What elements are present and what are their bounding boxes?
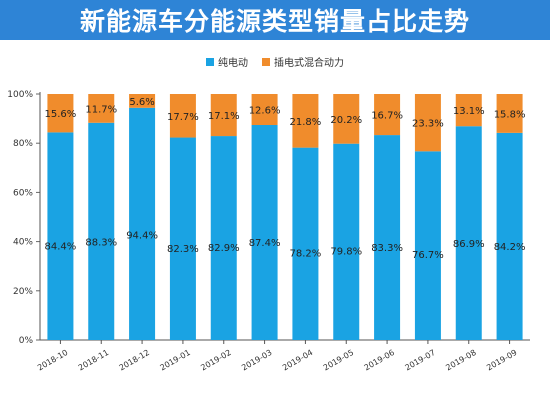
data-label-phev: 11.7%: [85, 104, 117, 115]
legend-label-phev: 插电式混合动力: [274, 58, 344, 69]
chart-legend: 纯电动 插电式混合动力: [0, 54, 550, 69]
bar-phev: [414, 94, 441, 152]
data-label-phev: 13.1%: [453, 106, 485, 117]
data-label-phev: 17.1%: [208, 111, 240, 122]
bar-ev: [88, 122, 115, 340]
bar-ev: [455, 126, 482, 340]
bar-ev: [47, 132, 74, 340]
x-tick-label: 2019-02: [199, 348, 232, 373]
data-label-phev: 20.2%: [330, 115, 362, 126]
data-label-ev: 78.2%: [290, 248, 322, 259]
bar-phev: [374, 94, 401, 136]
data-label-ev: 84.2%: [494, 242, 526, 253]
data-label-ev: 82.9%: [208, 243, 240, 254]
y-tick-label: 100%: [7, 90, 33, 100]
legend-item-ev: 纯电动: [206, 54, 248, 69]
bar-ev: [210, 136, 237, 340]
legend-label-ev: 纯电动: [218, 58, 248, 69]
bar-phev: [251, 94, 278, 125]
bar-phev: [333, 94, 360, 144]
data-label-phev: 23.3%: [412, 119, 444, 130]
bar-ev: [333, 143, 360, 340]
x-tick-label: 2018-12: [118, 348, 151, 373]
x-tick-label: 2019-03: [240, 348, 273, 373]
header-banner: 新能源车分能源类型销量占比走势: [0, 0, 550, 40]
data-label-ev: 83.3%: [371, 243, 403, 254]
data-label-phev: 15.6%: [45, 109, 77, 120]
bar-ev: [374, 135, 401, 340]
y-tick-label: 40%: [13, 238, 33, 248]
legend-item-phev: 插电式混合动力: [262, 54, 344, 69]
stacked-bar-chart: 0% 20% 40% 60% 80% 100% 84.4% 15.6% 2018-10 88.3%…: [7, 90, 530, 373]
data-label-ev: 88.3%: [85, 237, 117, 248]
x-tick-label: 2019-09: [485, 348, 518, 373]
legend-swatch-phev: [262, 57, 270, 66]
data-label-phev: 15.8%: [494, 109, 526, 120]
bar-phev: [496, 94, 523, 133]
data-label-ev: 82.3%: [167, 244, 199, 255]
x-tick-label: 2019-06: [363, 348, 396, 373]
data-label-phev: 17.7%: [167, 112, 199, 123]
x-tick-label: 2018-11: [77, 348, 110, 373]
bar-ev: [292, 147, 319, 340]
data-label-ev: 84.4%: [45, 242, 77, 253]
x-tick-label: 2019-05: [322, 348, 355, 373]
y-tick-label: 60%: [13, 188, 33, 198]
bar-phev: [169, 94, 196, 138]
bar-phev: [88, 94, 115, 123]
data-label-phev: 12.6%: [249, 105, 281, 116]
data-label-ev: 86.9%: [453, 239, 485, 250]
legend-swatch-ev: [206, 57, 214, 66]
bar-phev: [210, 94, 237, 137]
bar-ev: [414, 151, 441, 340]
bar-phev: [455, 94, 482, 127]
x-tick-label: 2019-04: [281, 348, 314, 373]
bar-ev: [251, 124, 278, 340]
x-tick-label: 2018-10: [36, 348, 69, 373]
data-label-phev: 5.6%: [129, 97, 154, 108]
data-label-ev: 87.4%: [249, 238, 281, 249]
y-tick-label: 20%: [13, 287, 33, 297]
x-tick-label: 2019-08: [444, 348, 477, 373]
data-label-ev: 79.8%: [330, 247, 362, 258]
data-label-phev: 21.8%: [290, 117, 322, 128]
y-tick-label: 80%: [13, 139, 33, 149]
bar-phev: [129, 94, 156, 108]
data-label-ev: 76.7%: [412, 250, 444, 261]
bar-ev: [169, 137, 196, 340]
x-tick-label: 2019-07: [403, 348, 436, 373]
page-title: 新能源车分能源类型销量占比走势: [79, 7, 470, 36]
x-tick-label: 2019-01: [158, 348, 191, 373]
y-tick-label: 0%: [19, 336, 34, 346]
data-label-ev: 94.4%: [126, 230, 158, 241]
data-label-phev: 16.7%: [371, 111, 403, 122]
bar-phev: [292, 94, 319, 148]
bar-ev: [129, 107, 156, 340]
bar-ev: [496, 132, 523, 340]
bar-phev: [47, 94, 74, 133]
